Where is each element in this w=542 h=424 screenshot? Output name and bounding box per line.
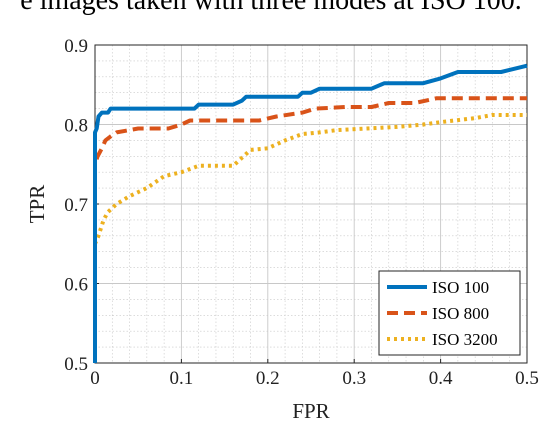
series-lines bbox=[93, 63, 528, 363]
axis-ticks: 0 0.1 0.2 0.3 0.4 0.5 0.5 0.6 0.7 0.8 0.9 bbox=[64, 36, 539, 389]
x-tick-label: 0.1 bbox=[170, 368, 194, 389]
series-line-iso-800 bbox=[93, 96, 527, 363]
y-tick-label: 0.7 bbox=[64, 195, 88, 216]
legend-entry-label: ISO 800 bbox=[432, 304, 489, 323]
y-tick-label: 0.8 bbox=[64, 116, 88, 137]
x-tick-label: 0.3 bbox=[342, 368, 366, 389]
series-line-iso-3200 bbox=[93, 113, 527, 363]
y-tick-label: 0.9 bbox=[64, 36, 88, 57]
legend: ISO 100 ISO 800 ISO 3200 bbox=[378, 270, 521, 356]
x-axis-label: FPR bbox=[292, 399, 329, 423]
x-tick-label: 0.5 bbox=[515, 368, 539, 389]
x-tick-label: 0.4 bbox=[429, 368, 453, 389]
x-tick-label: 0 bbox=[90, 368, 100, 389]
x-tick-label: 0.2 bbox=[256, 368, 280, 389]
series-line-iso-100 bbox=[93, 63, 528, 363]
y-tick-label: 0.6 bbox=[64, 275, 88, 296]
legend-entry-label: ISO 3200 bbox=[432, 330, 498, 349]
y-axis-label: TPR bbox=[25, 185, 49, 224]
figure-caption: e images taken with three modes at ISO 1… bbox=[20, 0, 522, 16]
y-tick-label: 0.5 bbox=[64, 354, 88, 375]
legend-entry-label: ISO 100 bbox=[432, 278, 489, 297]
